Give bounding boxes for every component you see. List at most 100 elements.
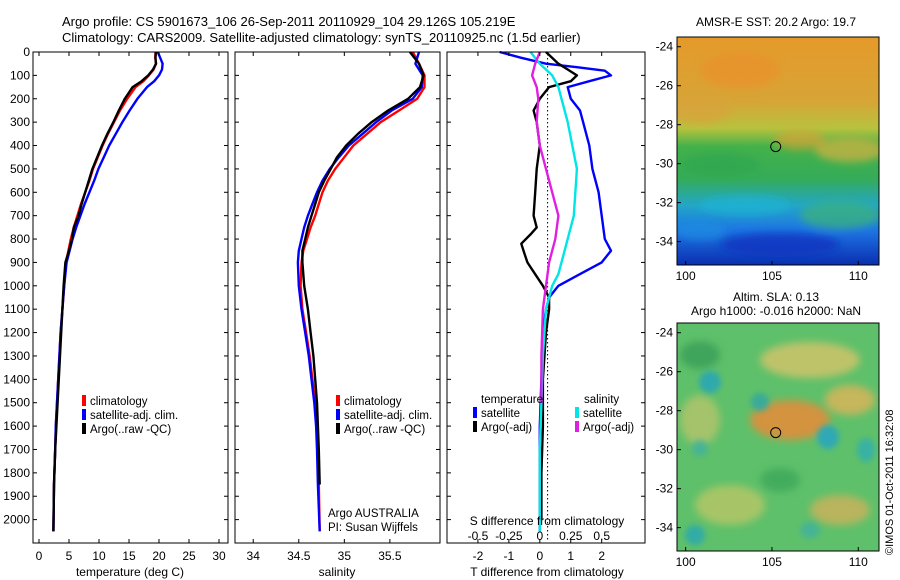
s-tick-label: 0.5 <box>593 529 610 543</box>
legend-swatch-satellite <box>336 409 340 420</box>
depth-tick-label: 600 <box>10 185 30 199</box>
difference-axes: -2 -1 0 1 2 -0.5 -0.25 0 0.25 0.5 <box>447 51 645 563</box>
x-tick-label: 25 <box>182 549 196 563</box>
difference-legend: temperature salinity satellite Argo(-adj… <box>473 394 634 434</box>
legend-label-t-argo: Argo(-adj) <box>481 422 532 434</box>
depth-tick-label: 1300 <box>3 349 30 363</box>
s-tick-label: 0 <box>536 529 543 543</box>
depth-tick-label: 1700 <box>3 442 30 456</box>
sla-map-frame <box>676 322 880 552</box>
series-line-satellite-adj-clim- <box>52 51 164 532</box>
difference-series <box>499 50 613 532</box>
salinity-legend: climatology satellite-adj. clim. Argo(..… <box>336 395 432 436</box>
lat-tick-label: -34 <box>656 521 674 535</box>
depth-tick-label: 400 <box>10 139 30 153</box>
argo-position-marker <box>770 141 782 153</box>
x-tick-label: 35 <box>338 549 352 563</box>
x-tick-label: -2 <box>473 549 484 563</box>
series-line-s-satellite <box>529 51 579 532</box>
salinity-frame <box>234 51 441 544</box>
sst-map: AMSR-E SST: 20.2 Argo: 19.7 100 105 110 -24… <box>656 15 880 283</box>
depth-tick-label: 1000 <box>3 279 30 293</box>
depth-tick-label: 1200 <box>3 326 30 340</box>
sla-map-title: Altim. SLA: 0.13 <box>733 290 819 304</box>
temperature-frame <box>32 51 229 544</box>
x-tick-label: 0 <box>536 549 543 563</box>
sst-map-frame <box>676 36 880 266</box>
legend-label-climatology: climatology <box>90 396 148 408</box>
difference-panel: -2 -1 0 1 2 -0.5 -0.25 0 0.25 0.5 T difference fr… <box>446 50 646 579</box>
x-tick-label: 5 <box>66 549 73 563</box>
salinity-panel: 34 34.5 35 35.5 salinity climatology satell… <box>234 51 441 579</box>
x-tick-label: 0 <box>36 549 43 563</box>
x-tick-label: 15 <box>122 549 136 563</box>
legend-label-t-satellite: satellite <box>481 408 520 420</box>
legend-label-satellite: satellite-adj. clim. <box>344 410 432 422</box>
depth-tick-label: 500 <box>10 162 30 176</box>
depth-tick-label: 1400 <box>3 372 30 386</box>
s-tick-label: -0.25 <box>495 529 523 543</box>
x-tick-label: 30 <box>212 549 226 563</box>
depth-tick-label: 100 <box>10 68 30 82</box>
legend-swatch-climatology <box>82 395 86 406</box>
legend-swatch-argo <box>336 423 340 434</box>
difference-xlabel-t: T difference from climatology <box>470 565 624 579</box>
x-tick-label: 34.5 <box>287 549 311 563</box>
legend-swatch-t-satellite <box>473 407 477 418</box>
depth-tick-label: 900 <box>10 255 30 269</box>
header-line-1: Argo profile: CS 5901673_106 26-Sep-2011… <box>62 14 516 29</box>
x-tick-label: 1 <box>567 549 574 563</box>
lon-tick-label: 105 <box>762 269 782 283</box>
x-tick-label: 10 <box>92 549 106 563</box>
temperature-panel: 0 5 10 15 20 25 300100200300400500600700800900… <box>3 45 229 579</box>
series-line-argo-raw-qc- <box>52 51 158 532</box>
series-line-s-argo <box>530 51 560 403</box>
legend-swatch-climatology <box>336 395 340 406</box>
lon-tick-label: 100 <box>676 555 696 569</box>
depth-tick-label: 1100 <box>4 302 30 316</box>
temperature-series <box>52 51 164 532</box>
salinity-xlabel: salinity <box>319 565 356 579</box>
depth-tick-label: 700 <box>10 209 30 223</box>
lat-tick-label: -28 <box>656 404 674 418</box>
lat-tick-label: -26 <box>656 79 674 93</box>
x-tick-label: 35.5 <box>378 549 402 563</box>
lon-tick-label: 100 <box>676 269 696 283</box>
legend-label-climatology: climatology <box>344 396 402 408</box>
depth-tick-label: 2000 <box>3 513 30 527</box>
legend-title-salinity: salinity <box>584 394 619 406</box>
x-tick-label: 2 <box>598 549 605 563</box>
depth-tick-label: 0 <box>23 45 30 59</box>
s-tick-label: -0.5 <box>468 529 489 543</box>
annotation-pi: PI: Susan Wijffels <box>328 522 418 534</box>
lat-tick-label: -24 <box>656 326 674 340</box>
salinity-axes: 34 34.5 35 35.5 <box>235 51 440 563</box>
depth-tick-label: 1500 <box>3 396 30 410</box>
legend-label-argo: Argo(..raw -QC) <box>344 424 425 436</box>
legend-swatch-s-argo <box>575 421 579 432</box>
depth-tick-label: 200 <box>10 92 30 106</box>
lat-tick-label: -32 <box>656 482 674 496</box>
temperature-axes: 0 5 10 15 20 25 300100200300400500600700800900… <box>3 45 228 563</box>
lat-tick-label: -28 <box>656 118 674 132</box>
depth-tick-label: 300 <box>10 115 30 129</box>
temperature-xlabel: temperature (deg C) <box>76 565 184 579</box>
legend-swatch-t-argo <box>473 421 477 432</box>
legend-label-argo: Argo(..raw -QC) <box>90 424 171 436</box>
lat-tick-label: -30 <box>656 157 674 171</box>
header-line-2: Climatology: CARS2009. Satellite-adjuste… <box>62 30 581 45</box>
x-tick-label: -1 <box>504 549 515 563</box>
legend-label-s-satellite: satellite <box>583 408 622 420</box>
legend-title-temperature: temperature <box>481 394 543 406</box>
depth-tick-label: 1800 <box>3 466 30 480</box>
depth-tick-label: 800 <box>10 232 30 246</box>
lon-tick-label: 110 <box>849 269 868 283</box>
x-tick-label: 34 <box>247 549 261 563</box>
sla-map-axes: 100 105 110 -24 -26 -28 -30 -32 -34 <box>656 326 869 569</box>
series-line-t-satellite <box>499 50 613 532</box>
s-tick-label: 0.25 <box>559 529 583 543</box>
annotation-argo-australia: Argo AUSTRALIA <box>328 508 419 520</box>
difference-xlabel-s: S difference from climatology <box>470 514 625 528</box>
temperature-legend: climatology satellite-adj. clim. Argo(..… <box>82 395 178 436</box>
